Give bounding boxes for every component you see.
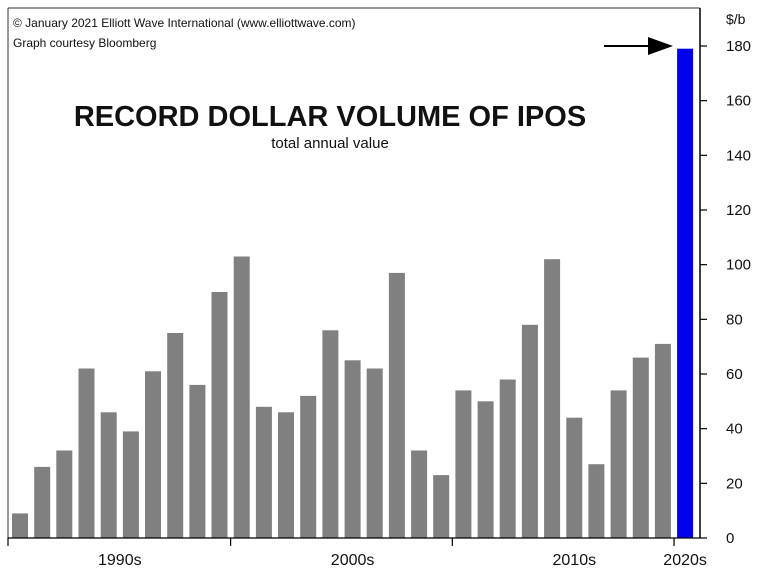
bar-highlight [677, 48, 694, 538]
bar [566, 417, 583, 538]
bar [167, 333, 184, 538]
y-tick-label: 160 [726, 93, 751, 110]
bar [322, 330, 339, 538]
y-tick-label: 60 [726, 366, 743, 383]
y-tick-label: 180 [726, 38, 751, 55]
bar [233, 256, 250, 538]
bar [344, 360, 361, 538]
y-tick-label: 40 [726, 421, 743, 438]
bars-group [12, 48, 694, 538]
bar [189, 384, 206, 538]
y-axis-unit-label: $/b [726, 11, 746, 27]
bar [411, 450, 428, 538]
bar [100, 412, 117, 538]
x-tick-label: 2010s [553, 552, 597, 569]
bar [78, 368, 95, 538]
x-tick-label: 1990s [98, 552, 142, 569]
y-tick-label: 80 [726, 311, 743, 328]
y-tick-label: 140 [726, 147, 751, 164]
x-tick-label: 2000s [331, 552, 375, 569]
bar [588, 464, 605, 538]
credit-line-2: Graph courtesy Bloomberg [13, 36, 156, 50]
bar [455, 390, 472, 538]
y-tick-label: 100 [726, 257, 751, 274]
bar [477, 401, 494, 538]
bar [433, 475, 450, 538]
bar [211, 292, 228, 538]
credit-line-1: © January 2021 Elliott Wave Internationa… [13, 16, 356, 30]
bar [632, 357, 649, 538]
bar [388, 272, 405, 538]
bar [145, 371, 161, 538]
bar [278, 412, 294, 538]
x-axis: 1990s 2000s 2010s 2020s [7, 537, 707, 569]
bar [521, 324, 538, 538]
x-tick-label: 2020s [663, 552, 707, 569]
bar [56, 450, 73, 538]
bar [300, 395, 317, 538]
y-tick-label: 0 [726, 530, 734, 547]
bar [34, 466, 51, 538]
chart-title: RECORD DOLLAR VOLUME OF IPOS [74, 101, 586, 133]
bar [122, 431, 139, 538]
bar [255, 406, 272, 538]
y-tick-label: 20 [726, 475, 743, 492]
bar [499, 379, 516, 538]
annotation-arrow [604, 37, 673, 55]
y-axis: 0 20 40 60 80 100 120 140 160 180 [699, 8, 751, 547]
bar [544, 259, 561, 538]
chart-subtitle: total annual value [271, 135, 389, 152]
y-tick-label: 120 [726, 202, 751, 219]
bar [366, 368, 383, 538]
bar [654, 343, 671, 538]
bar [12, 513, 28, 538]
bar [610, 390, 627, 538]
